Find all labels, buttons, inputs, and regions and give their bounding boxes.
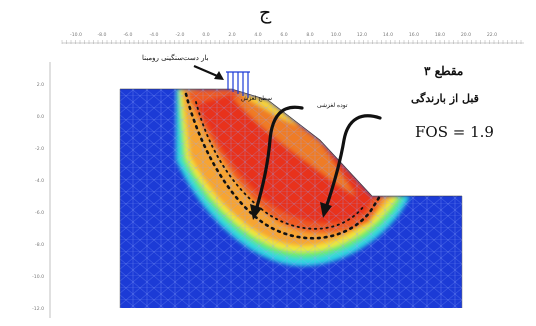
sliding-mass-label: توده لغزشی (317, 102, 348, 109)
left-tick-label: -2.0 (35, 146, 44, 152)
top-tick-label: 18.0 (435, 32, 445, 38)
section-title: مقطع ۳ (424, 64, 464, 78)
slip-surface-inner (195, 101, 365, 230)
top-tick-label: 0.0 (202, 32, 209, 38)
left-tick-label: 0.0 (37, 114, 44, 120)
top-tick-label: 8.0 (306, 32, 313, 38)
top-tick-label: -6.0 (124, 32, 133, 38)
figure-letter: ج (259, 2, 272, 24)
slip-surface-arrowhead (250, 204, 262, 220)
slip-surface-outer (184, 92, 382, 240)
top-tick-label: 14.0 (383, 32, 393, 38)
load-label: بار دست‌سنگینی رومبنا (142, 54, 209, 62)
soil-body (120, 89, 462, 308)
top-axis: -10.0 -8.0 -6.0 -4.0 -2.0 0.0 2.0 4.0 6.0 8.0 10.0… (61, 32, 524, 44)
top-tick-label: -10.0 (70, 32, 82, 38)
left-tick-label: -12.0 (32, 306, 44, 312)
surcharge-load (226, 71, 250, 98)
ground-surface (120, 88, 462, 197)
load-arrowhead (214, 71, 224, 80)
top-tick-label: -2.0 (176, 32, 185, 38)
top-tick-label: 12.0 (357, 32, 367, 38)
left-tick-label: -8.0 (35, 242, 44, 248)
stage-label: قبل از بارندگی (411, 92, 479, 105)
sliding-mass-arrow (324, 114, 382, 210)
fos-value: FOS = 1.9 (415, 123, 494, 141)
slip-surface-label: سطح لغزش (241, 95, 273, 102)
top-tick-label: -4.0 (150, 32, 159, 38)
left-axis: 2.0 0.0 -2.0 -4.0 -6.0 -8.0 -10.0 -12.0 (32, 62, 51, 318)
top-tick-label: 6.0 (280, 32, 287, 38)
top-tick-label: 22.0 (487, 32, 497, 38)
left-tick-label: 2.0 (37, 82, 44, 88)
top-tick-label: 16.0 (409, 32, 419, 38)
top-tick-label: -8.0 (98, 32, 107, 38)
left-tick-label: -6.0 (35, 210, 44, 216)
left-tick-label: -10.0 (32, 274, 44, 280)
left-tick-label: -4.0 (35, 178, 44, 184)
sliding-mass-arrowhead (320, 202, 332, 218)
top-tick-label: 2.0 (228, 32, 235, 38)
top-tick-label: 4.0 (254, 32, 261, 38)
slip-surface-arrow (254, 105, 304, 212)
top-tick-label: 20.0 (461, 32, 471, 38)
top-tick-label: 10.0 (331, 32, 341, 38)
